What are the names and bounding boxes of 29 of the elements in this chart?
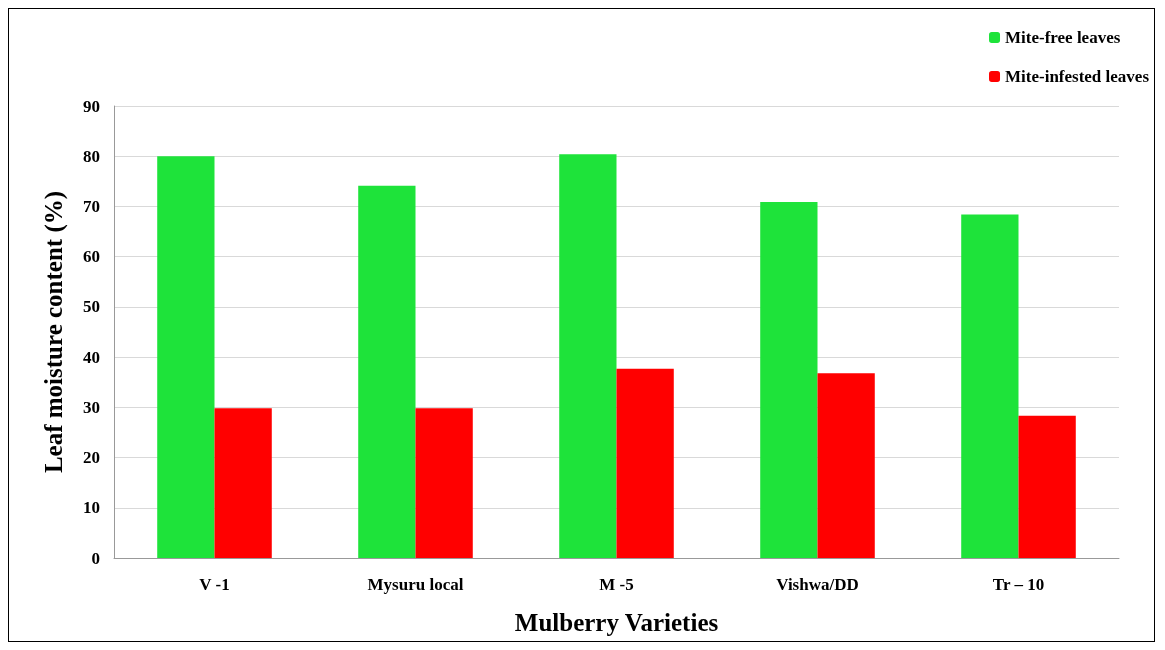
- bar: [760, 201, 818, 558]
- x-tick-label: V -1: [199, 575, 230, 594]
- y-tick-label: 40: [83, 347, 100, 367]
- y-tick-label: 10: [83, 498, 100, 518]
- legend-label: Mite-infested leaves: [1005, 67, 1150, 86]
- x-axis-title: Mulberry Varieties: [514, 609, 719, 636]
- y-tick-label: 80: [83, 146, 100, 166]
- y-tick-label: 90: [83, 96, 100, 116]
- bar: [817, 373, 875, 558]
- x-tick-label: Vishwa/DD: [776, 575, 859, 594]
- bar: [358, 185, 416, 558]
- y-tick-label: 70: [83, 196, 100, 216]
- bar: [1018, 415, 1076, 558]
- x-tick-label: M -5: [599, 575, 634, 594]
- y-axis-title: Leaf moisture content (%): [40, 190, 68, 474]
- bar: [415, 408, 473, 558]
- x-tick-label: Mysuru local: [367, 575, 464, 594]
- legend-label: Mite-free leaves: [1005, 28, 1121, 47]
- y-tick-label: 0: [91, 548, 100, 568]
- y-tick-label: 50: [83, 297, 100, 317]
- bar: [214, 408, 272, 558]
- y-tick-label: 30: [83, 397, 100, 417]
- y-tick-label: 60: [83, 247, 100, 267]
- bar: [961, 214, 1019, 558]
- y-tick-label: 20: [83, 448, 100, 468]
- bar: [616, 368, 674, 558]
- bar: [157, 156, 215, 558]
- x-tick-label: Tr – 10: [992, 575, 1045, 594]
- bar: [559, 154, 617, 558]
